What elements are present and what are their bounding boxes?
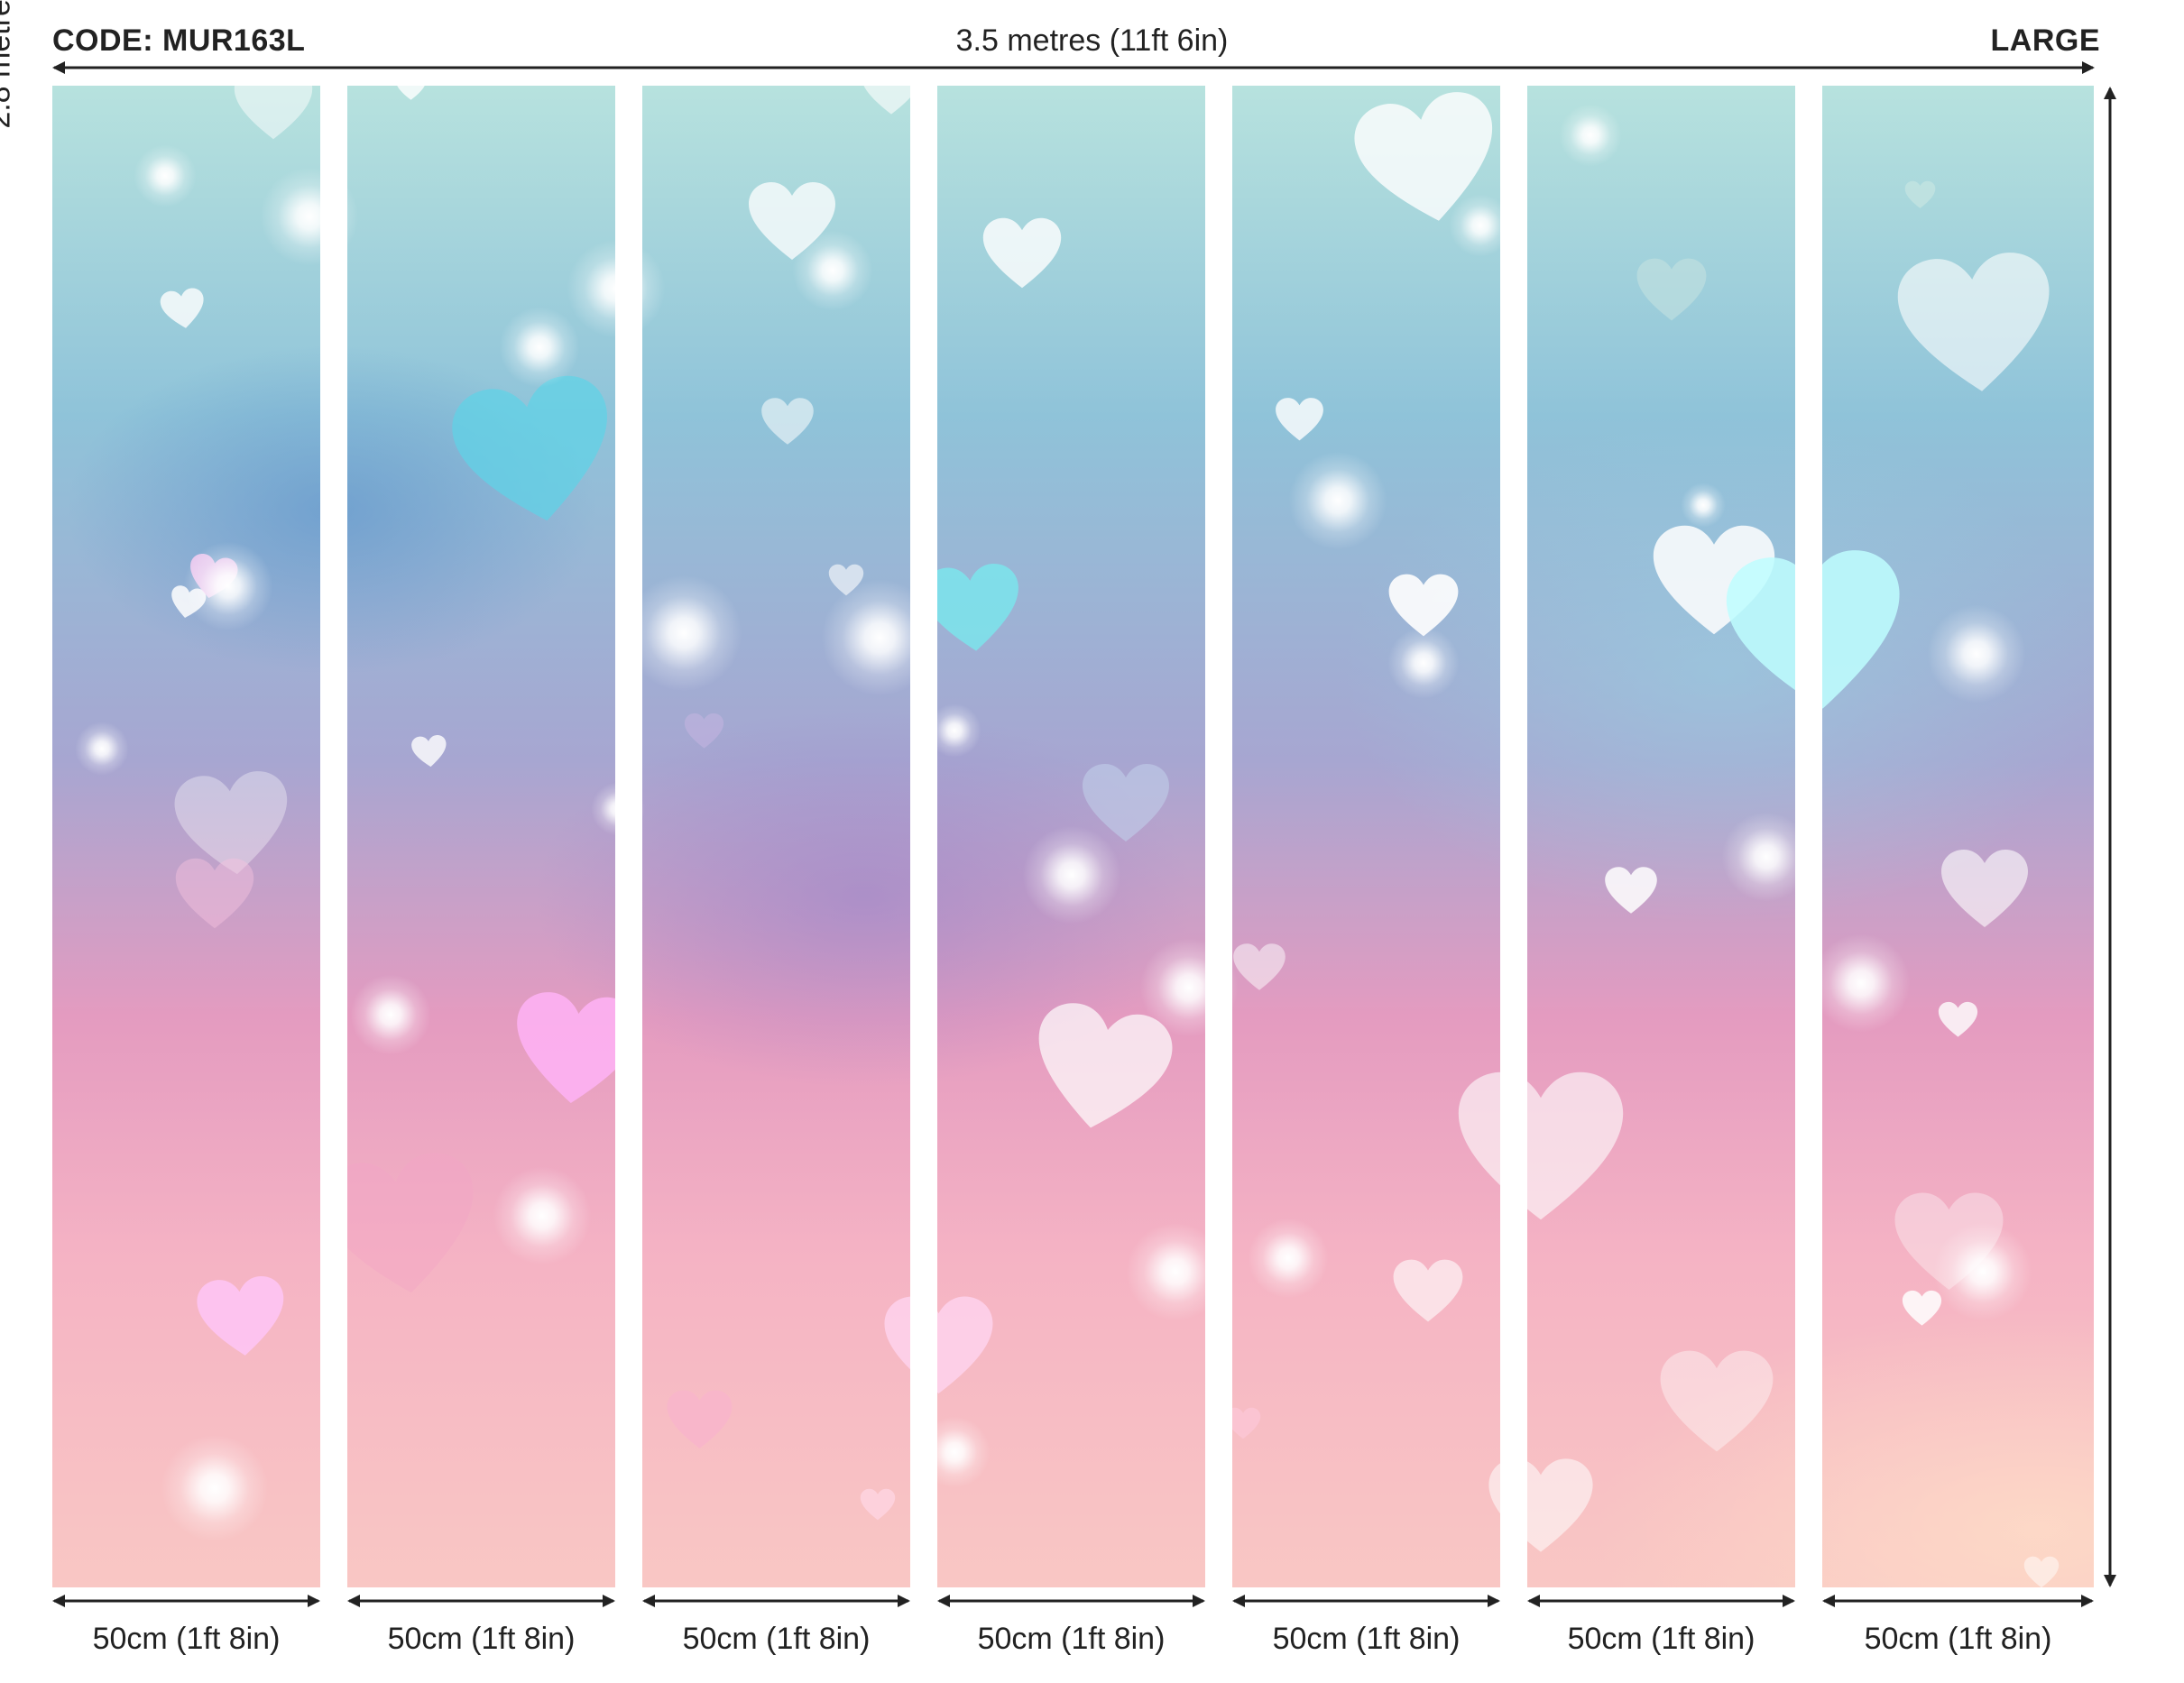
panel-width-label-2: 50cm (1ft 8in) (387, 1622, 576, 1656)
heart-shape (1233, 943, 1286, 990)
heart-shape (1458, 1071, 1624, 1220)
heart-shape (1388, 574, 1459, 637)
heart-shape (197, 1276, 284, 1356)
heart-shape (1938, 1001, 1978, 1037)
panel-gap (1795, 86, 1822, 1587)
heart-shape (684, 713, 724, 749)
light-glow (183, 541, 273, 631)
heart-shape (1897, 253, 2050, 391)
panel-gap (320, 86, 347, 1587)
light-glow (1288, 451, 1387, 550)
light-glow (499, 307, 580, 388)
heart-shape (863, 86, 919, 115)
heart-shape (1225, 1407, 1261, 1439)
panel-gap (615, 86, 642, 1587)
heart-shape (761, 398, 814, 445)
panel-gap (910, 86, 937, 1587)
mural-panel-1 (52, 86, 320, 1587)
heart-shape (1038, 1003, 1173, 1128)
heart-shape (1276, 398, 1323, 441)
heart-shape (517, 992, 639, 1103)
heart-shape (411, 735, 447, 768)
light-glow (161, 1434, 269, 1542)
heart-shape (1393, 1259, 1463, 1322)
heart-shape (2023, 1556, 2060, 1587)
panel-gap (1205, 86, 1232, 1587)
heart-shape (1354, 92, 1493, 221)
mural-preview (52, 86, 2094, 1587)
heart-shape (1660, 1350, 1774, 1452)
light-glow (1387, 627, 1460, 699)
heart-shape (1083, 764, 1169, 842)
heart-shape (1902, 1290, 1942, 1326)
heart-shape (175, 858, 254, 929)
light-glow (1811, 933, 1911, 1033)
panel-width-label-7: 50cm (1ft 8in) (1864, 1622, 2052, 1656)
light-glow (1248, 1218, 1329, 1299)
light-glow (1559, 104, 1622, 167)
heart-shape (174, 771, 288, 875)
heart-shape (1636, 258, 1707, 321)
heart-shape (1605, 867, 1657, 914)
heart-shape (452, 375, 607, 521)
light-glow (1927, 604, 2026, 704)
panel-gap (1500, 86, 1527, 1587)
panel-width-label-3: 50cm (1ft 8in) (682, 1622, 871, 1656)
panel-width-label-6: 50cm (1ft 8in) (1567, 1622, 1755, 1656)
light-glow (625, 575, 742, 692)
heart-shape (322, 1153, 474, 1293)
mural-panel-3 (642, 86, 910, 1587)
heart-shape (234, 86, 313, 140)
heart-shape (160, 288, 204, 328)
heart-shape (923, 564, 1018, 651)
light-glow (350, 974, 431, 1055)
heart-shape (860, 1488, 896, 1521)
panel-width-label-4: 50cm (1ft 8in) (977, 1622, 1166, 1656)
panel-width-label-5: 50cm (1ft 8in) (1272, 1622, 1461, 1656)
heart-shape (1904, 180, 1936, 208)
heart-shape (982, 217, 1062, 289)
light-glow (493, 1166, 592, 1265)
heart-shape (1941, 850, 2028, 927)
light-glow (75, 722, 129, 776)
mural-panel-5 (1232, 86, 1500, 1587)
light-glow (1022, 825, 1121, 924)
total-width-label: 3.5 metres (11ft 6in) (955, 23, 1229, 58)
heart-shape (667, 1390, 733, 1448)
light-glow (792, 230, 873, 311)
panel-width-label-1: 50cm (1ft 8in) (92, 1622, 281, 1656)
light-glow (1681, 483, 1726, 528)
size-label: LARGE (1990, 23, 2100, 58)
light-glow (1933, 1222, 2032, 1321)
heart-shape (397, 86, 425, 100)
light-glow (134, 144, 197, 207)
product-code: CODE: MUR163L (52, 23, 306, 58)
